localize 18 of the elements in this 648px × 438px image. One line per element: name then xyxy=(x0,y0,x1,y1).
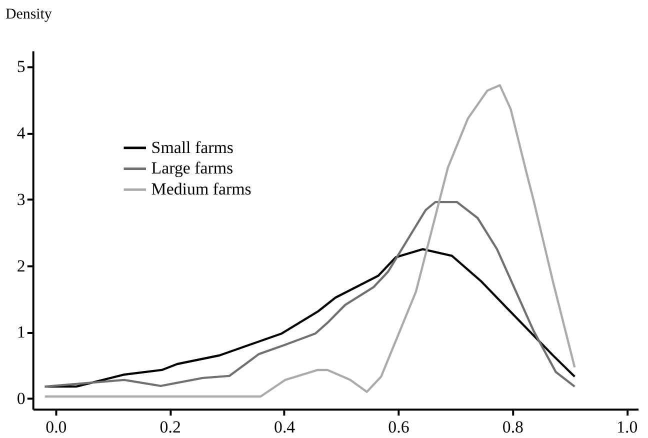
x-tick-label: 0.2 xyxy=(160,418,181,437)
x-tick-label: 1.0 xyxy=(616,418,638,437)
x-tick-label: 0.0 xyxy=(46,418,67,437)
legend-label: Large farms xyxy=(151,158,234,178)
legend-label: Small farms xyxy=(151,138,234,157)
legend-label: Medium farms xyxy=(151,180,252,199)
y-tick-label: 3 xyxy=(16,190,26,209)
x-tick-label: 0.8 xyxy=(502,418,524,437)
line-series xyxy=(44,200,576,388)
x-tick-label: 0.6 xyxy=(388,418,410,437)
y-tick-label: 2 xyxy=(16,256,26,276)
y-tick-label: 5 xyxy=(16,57,26,76)
y-axis-title: Density xyxy=(5,6,52,22)
y-tick-label: 0 xyxy=(16,388,26,408)
line-series xyxy=(44,84,576,398)
y-tick-label: 1 xyxy=(16,322,26,342)
x-tick-label: 0.4 xyxy=(274,418,296,437)
y-tick-label: 4 xyxy=(16,124,26,143)
